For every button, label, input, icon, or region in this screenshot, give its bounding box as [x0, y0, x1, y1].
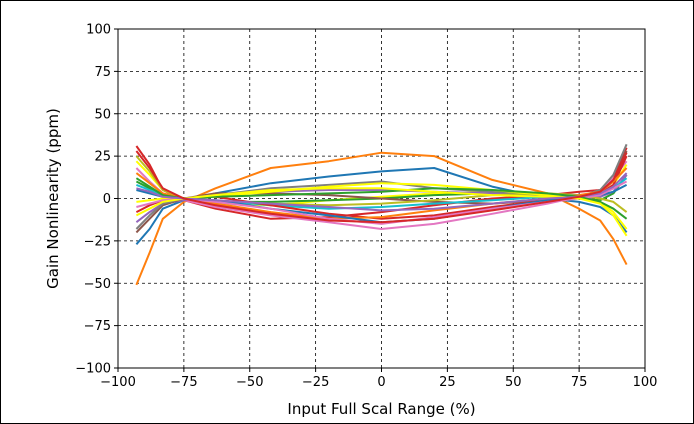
y-tick-label: 0 — [103, 192, 111, 207]
x-axis-label: Input Full Scal Range (%) — [287, 400, 475, 418]
y-tick-label: −50 — [84, 277, 111, 292]
y-tick-label: −25 — [84, 234, 111, 249]
series-line-19 — [136, 172, 628, 212]
y-tick-label: 50 — [94, 107, 111, 122]
series-line-18 — [135, 187, 628, 237]
y-tick-label: 25 — [94, 150, 111, 165]
x-tick-label: 0 — [377, 375, 385, 390]
y-tick-label: −75 — [84, 319, 111, 334]
x-tick-label: 25 — [439, 375, 456, 390]
x-tick-label: −100 — [100, 375, 136, 390]
series-line-17 — [135, 177, 628, 220]
x-tick-label: −25 — [302, 375, 329, 390]
x-tick-label: 75 — [571, 375, 588, 390]
x-tick-label: −75 — [170, 375, 197, 390]
series-line-16 — [136, 180, 628, 225]
x-tick-label: 50 — [505, 375, 522, 390]
y-tick-label: −100 — [75, 362, 111, 377]
y-axis-label: Gain Nonlinearity (ppm) — [44, 108, 62, 289]
series-line-2 — [135, 167, 628, 245]
y-tick-label: 100 — [86, 23, 111, 38]
x-tick-label: −50 — [236, 375, 263, 390]
series-lines — [135, 143, 628, 286]
series-line-20 — [135, 150, 628, 224]
x-tick-label: 100 — [633, 375, 658, 390]
y-tick-label: 75 — [94, 65, 111, 80]
axis-ticks: −100 −75 −50 −25 0 25 50 75 100 −100 −75 −50 −25 0 25 5… — [75, 23, 657, 391]
series-line-10 — [135, 155, 628, 213]
series-line-1 — [135, 151, 628, 286]
